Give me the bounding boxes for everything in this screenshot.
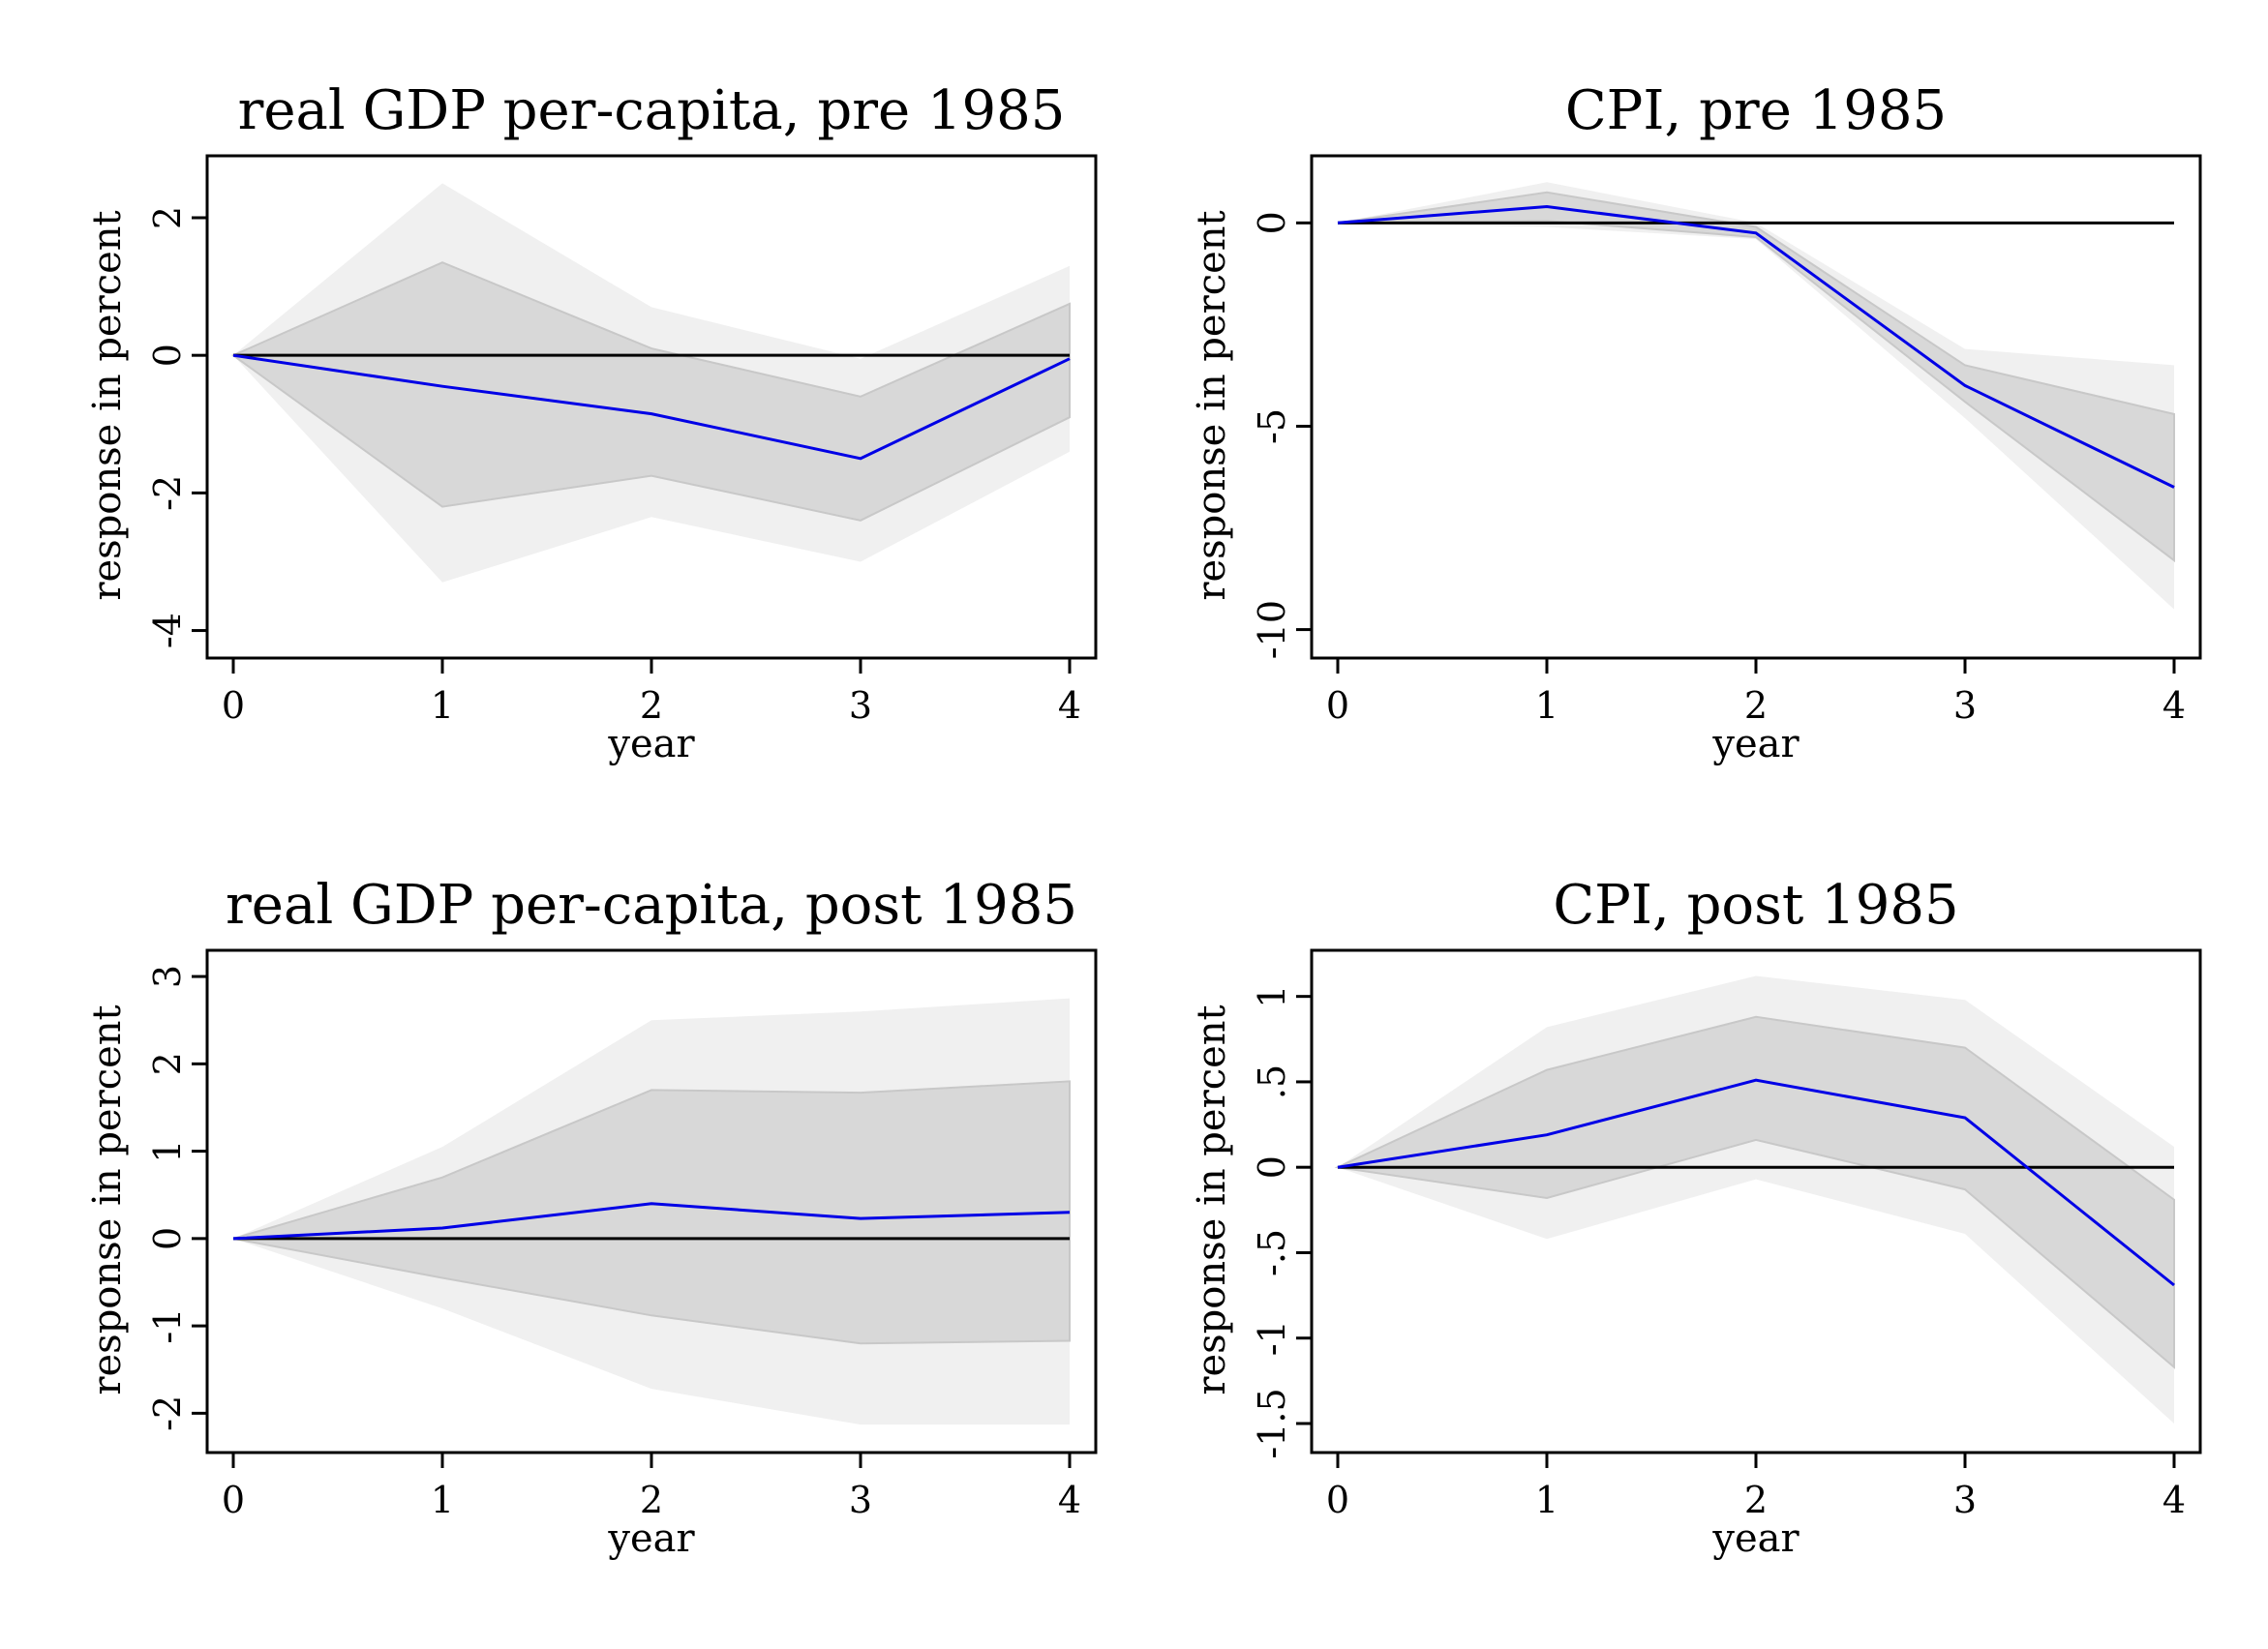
y-tick-label: -1.5	[1251, 1388, 1293, 1458]
response-line	[232, 353, 1071, 461]
x-tick-label: 1	[431, 1479, 454, 1521]
y-tick-label: .5	[1251, 1064, 1293, 1099]
y-tick-label: 2	[146, 1052, 189, 1075]
x-tick-label: 1	[431, 684, 454, 727]
x-tick-label: 0	[1326, 684, 1349, 727]
x-tick-label: 4	[2162, 684, 2186, 727]
x-tick-label: 2	[640, 1479, 663, 1521]
y-axis-label: response in percent	[1190, 210, 1234, 600]
x-tick-label: 2	[640, 684, 663, 727]
panel-2: 0 1 2 3 4 -10 -5 0 CPI, pre 1985 year response in …	[1190, 79, 2202, 766]
x-axis-label: year	[607, 722, 695, 766]
x-axis-label: year	[1711, 1516, 1799, 1561]
y-tick-label: 0	[1251, 1155, 1293, 1179]
x-tick-label: 3	[849, 1479, 872, 1521]
y-tick-label: 3	[146, 965, 189, 988]
y-tick-label: -2	[146, 1395, 189, 1431]
y-tick-label: -5	[1251, 408, 1293, 444]
x-tick-label: 1	[1535, 1479, 1558, 1521]
y-tick-label: 0	[146, 1227, 189, 1250]
response-line	[232, 1202, 1071, 1241]
x-tick-label: 0	[1326, 1479, 1349, 1521]
response-line	[1337, 204, 2175, 489]
y-tick-label: -1	[146, 1308, 189, 1344]
x-tick-label: 4	[1058, 684, 1081, 727]
x-tick-label: 3	[1953, 684, 1977, 727]
x-tick-label: 2	[1744, 684, 1768, 727]
y-tick-label: 1	[1251, 985, 1293, 1008]
panel-3: 0 1 2 3 4 -2 -1 0 1 2 3 real GDP per-capita, post 1…	[85, 874, 1098, 1561]
panel-4: 0 1 2 3 4 -1.5 -1 -.5 0 .5 1 CPI, post 1985 year resp…	[1190, 874, 2202, 1561]
y-tick-label: -2	[146, 475, 189, 511]
x-tick-label: 4	[1058, 1479, 1081, 1521]
x-tick-label: 2	[1744, 1479, 1768, 1521]
panel-title: CPI, post 1985	[1553, 874, 1958, 937]
y-tick-label: 0	[1251, 211, 1293, 234]
x-tick-label: 3	[1953, 1479, 1977, 1521]
panel-title: real GDP per-capita, pre 1985	[238, 79, 1066, 142]
x-tick-label: 0	[222, 1479, 245, 1521]
x-axis-label: year	[607, 1516, 695, 1561]
x-axis-label: year	[1711, 722, 1799, 766]
panel-title: real GDP per-capita, post 1985	[226, 874, 1077, 937]
y-tick-label: 2	[146, 206, 189, 229]
response-line	[1337, 1078, 2175, 1287]
y-axis-label: response in percent	[85, 1004, 130, 1394]
x-tick-label: 0	[222, 684, 245, 727]
x-tick-label: 1	[1535, 684, 1558, 727]
y-tick-label: 0	[146, 344, 189, 367]
y-axis-label: response in percent	[1190, 1004, 1234, 1394]
inner-confidence-band	[232, 1080, 1071, 1345]
y-axis-label: response in percent	[85, 210, 130, 600]
x-tick-label: 4	[2162, 1479, 2186, 1521]
panel-1: 0 1 2 3 4 -4 -2 0 2 real GDP per-capita, pre 1985…	[85, 79, 1098, 766]
y-tick-label: -10	[1251, 600, 1293, 659]
y-tick-label: -.5	[1251, 1229, 1293, 1276]
y-tick-label: -4	[146, 613, 189, 648]
y-tick-label: 1	[146, 1140, 189, 1163]
panel-title: CPI, pre 1985	[1565, 79, 1947, 142]
y-tick-label: -1	[1251, 1320, 1293, 1356]
inner-confidence-band	[231, 261, 1071, 522]
x-tick-label: 3	[849, 684, 872, 727]
